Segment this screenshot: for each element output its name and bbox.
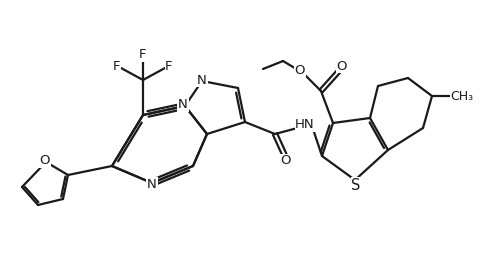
Text: N: N	[147, 177, 157, 190]
Text: F: F	[113, 59, 121, 72]
Text: F: F	[139, 48, 147, 61]
Text: F: F	[165, 59, 173, 72]
Text: N: N	[197, 73, 207, 87]
Text: O: O	[295, 63, 305, 77]
Text: O: O	[281, 155, 291, 167]
Text: CH₃: CH₃	[451, 90, 473, 102]
Text: N: N	[178, 99, 188, 112]
Text: O: O	[337, 59, 347, 72]
Text: O: O	[40, 155, 50, 167]
Text: S: S	[351, 177, 361, 193]
Text: HN: HN	[295, 119, 315, 132]
